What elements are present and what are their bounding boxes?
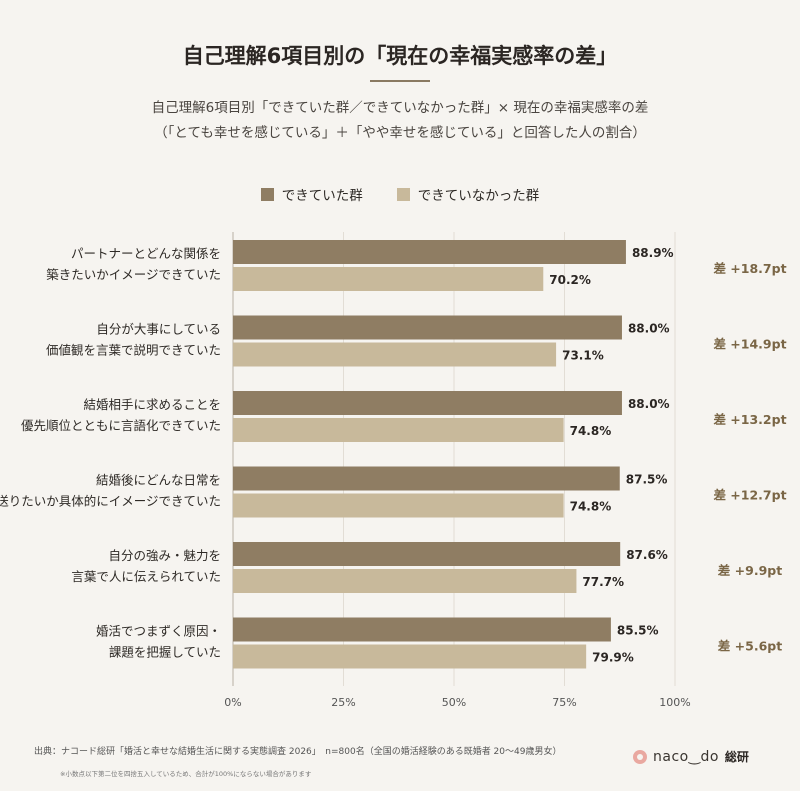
category-label: 課題を把握していた (109, 645, 221, 660)
category-label: 優先順位とともに言語化できていた (21, 418, 221, 433)
chart-title: 自己理解6項目別の「現在の幸福実感率の差」 (182, 44, 618, 68)
logo-text: naco‿do (653, 748, 719, 765)
bar (233, 644, 587, 669)
chart-subtitle-line2: （「とても幸せを感じている」＋「やや幸せを感じている」と回答した人の割合） (154, 125, 646, 141)
x-tick-label: 100% (659, 696, 690, 709)
bar (233, 418, 564, 442)
x-tick-label: 50% (442, 696, 466, 709)
title-underline (370, 80, 430, 82)
difference-label: 差 +5.6pt (717, 639, 782, 654)
category-label: 結婚後にどんな日常を (96, 473, 221, 488)
bar (233, 391, 622, 415)
difference-label: 差 +12.7pt (712, 488, 786, 503)
legend-label-done: できていた群 (281, 188, 363, 204)
data-label: 74.8% (570, 500, 612, 514)
category-label: 自分の強み・魅力を (108, 548, 221, 563)
difference-label: 差 +9.9pt (717, 563, 782, 578)
pink-ring-icon (633, 749, 647, 764)
category-label: 自分が大事にしている (96, 322, 221, 337)
data-label: 88.0% (628, 322, 670, 336)
bar (233, 466, 620, 491)
legend-swatch-not-done (396, 187, 410, 201)
bar (233, 315, 622, 340)
data-label: 77.7% (582, 575, 624, 589)
bar (233, 240, 626, 264)
bar (233, 267, 544, 291)
logo-suffix: 総研 (724, 750, 749, 764)
footer-note: ※小数点以下第二位を四捨五入しているため、合計が100%にならない場合があります (60, 770, 312, 778)
bar (233, 493, 564, 518)
data-label: 70.2% (549, 273, 591, 287)
data-label: 74.8% (570, 424, 612, 438)
bar (233, 542, 621, 566)
legend-item-done: できていた群 (260, 184, 363, 204)
legend-label-not-done: できていなかった群 (417, 188, 540, 204)
category-label: 言葉で人に伝えられていた (71, 569, 221, 584)
footer-source: 出典：ナコード総研「婚活と幸せな結婚生活に関する実態調査 2026」 n=800… (34, 747, 562, 757)
data-label: 85.5% (617, 624, 659, 638)
x-tick-label: 25% (331, 696, 355, 709)
category-label: 価値観を言葉で説明できていた (46, 343, 221, 358)
chart-subtitle-line1: 自己理解6項目別「できていた群／できていなかった群」× 現在の幸福実感率の差 (151, 100, 649, 116)
legend-item-not-done: できていなかった群 (396, 184, 540, 204)
bar (233, 617, 611, 642)
data-label: 73.1% (562, 349, 604, 363)
category-label: 築きたいかイメージできていた (46, 267, 221, 282)
x-tick-label: 75% (552, 696, 576, 709)
data-label: 88.9% (632, 246, 674, 260)
category-label: 結婚相手に求めることを (83, 397, 221, 412)
brand-logo: naco‿do 総研 (633, 748, 749, 765)
bar (233, 569, 577, 593)
difference-label: 差 +18.7pt (712, 261, 786, 276)
bar (233, 342, 557, 367)
data-label: 88.0% (628, 397, 670, 411)
category-label: 婚活でつまずく原因・ (96, 624, 221, 639)
legend-swatch-done (260, 187, 274, 201)
x-tick-label: 0% (224, 696, 241, 709)
category-label: 送りたいか具体的にイメージできていた (0, 494, 221, 509)
data-label: 87.6% (626, 548, 668, 562)
data-label: 87.5% (626, 473, 668, 487)
difference-label: 差 +14.9pt (712, 337, 786, 352)
chart-legend: できていた群 できていなかった群 (0, 184, 800, 204)
data-label: 79.9% (592, 651, 634, 665)
category-label: パートナーとどんな関係を (71, 246, 221, 261)
difference-label: 差 +13.2pt (712, 412, 786, 427)
